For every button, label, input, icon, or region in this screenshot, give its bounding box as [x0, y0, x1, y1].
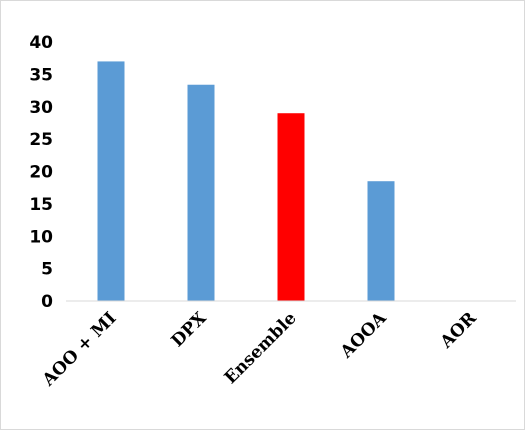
x-category-label: Ensemble — [221, 308, 301, 388]
y-tick-label: 30 — [29, 98, 53, 118]
y-tick-label: 15 — [29, 195, 53, 215]
x-category-label: DPX — [168, 308, 212, 352]
bar-aoo-mi — [97, 61, 125, 301]
y-tick-label: 40 — [29, 33, 53, 53]
bar-dpx — [187, 84, 215, 301]
x-category-label: AOOA — [336, 308, 391, 363]
bar-ensemble — [277, 113, 305, 301]
y-tick-label: 5 — [41, 260, 53, 280]
y-tick-label: 10 — [29, 227, 53, 247]
bar-aooa — [367, 181, 395, 301]
x-category-label: AOO + MI — [38, 308, 121, 391]
y-tick-label: 20 — [29, 163, 53, 183]
y-tick-label: 25 — [29, 130, 53, 150]
y-tick-label: 35 — [29, 65, 53, 85]
y-axis-ticks: 0 5 10 15 20 25 30 35 40 — [29, 33, 53, 312]
x-axis-labels: AOO + MI DPX Ensemble AOOA AOR — [38, 308, 481, 391]
bars — [97, 61, 395, 301]
x-category-label: AOR — [436, 308, 481, 353]
y-tick-label: 0 — [41, 292, 53, 312]
